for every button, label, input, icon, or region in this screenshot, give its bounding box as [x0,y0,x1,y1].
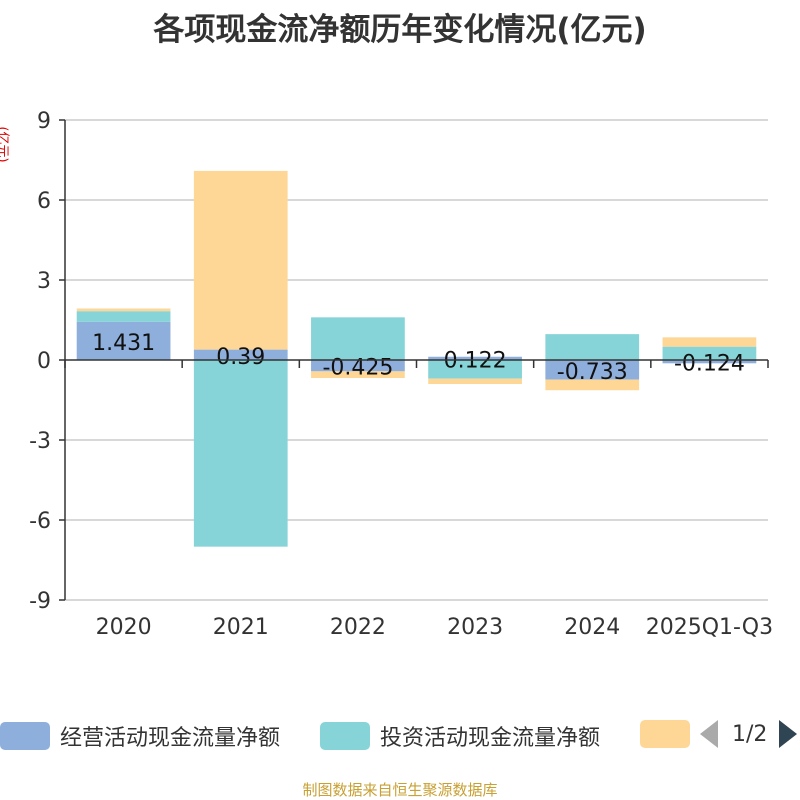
x-tick-label: 2021 [213,615,269,640]
bar [662,360,757,364]
legend-label: 经营活动现金流量净额 [60,726,281,751]
y-tick-label: -6 [29,509,51,534]
x-tick-label: 2020 [96,615,152,640]
bar [311,317,405,360]
legend-swatch [640,720,690,748]
data-label: -0.733 [557,360,628,385]
source-note: 制图数据来自恒生聚源数据库 [302,781,498,799]
bar [193,349,288,360]
legend-pager: 1/2 [700,720,798,748]
bars [76,170,757,547]
legend-item-financing[interactable] [640,720,700,748]
legend-item-investing[interactable]: 投资活动现金流量净额 [320,720,600,752]
pager-text: 1/2 [732,721,768,747]
bar [662,346,757,360]
bar [428,356,522,360]
x-tick-label: 2025Q1-Q3 [646,615,773,640]
pager-next-icon[interactable] [779,720,798,748]
legend: 经营活动现金流量净额 投资活动现金流量净额 1/2 [0,712,800,756]
bar [545,360,640,380]
y-tick-label: 0 [37,349,51,374]
grid-lines [65,119,768,601]
data-label: -0.124 [674,352,745,377]
legend-swatch [320,722,370,750]
bar [428,378,522,384]
chart-title: 各项现金流净额历年变化情况(亿元) [153,12,647,48]
bar [428,360,522,379]
bar [545,379,640,391]
legend-label: 投资活动现金流量净额 [380,726,601,751]
y-tick-label: -3 [29,429,51,454]
y-tick-label: 6 [37,189,51,214]
axes: 9 6 3 0 -3 -6 -9 2020 2021 2022 2023 2024 2025Q1-Q3 [29,109,773,640]
data-label: 0.39 [216,345,265,370]
x-tick-label: 2023 [447,615,503,640]
bar [545,334,640,360]
data-label: 0.122 [444,348,507,373]
bar [76,311,171,322]
bar [311,360,405,372]
y-tick-label: 3 [37,269,51,294]
legend-item-operating[interactable]: 经营活动现金流量净额 [0,720,280,752]
y-tick-label: -9 [29,589,51,614]
bar [193,170,288,350]
x-tick-label: 2022 [330,615,386,640]
bar [193,360,288,547]
bar [76,308,171,312]
bar [311,371,405,378]
y-tick-label: 9 [37,109,51,134]
legend-swatch [0,722,50,750]
data-label: 1.431 [92,331,155,356]
bar [662,337,757,347]
x-tick-label: 2024 [564,615,620,640]
pager-prev-icon[interactable] [700,720,718,748]
bar [76,321,171,360]
